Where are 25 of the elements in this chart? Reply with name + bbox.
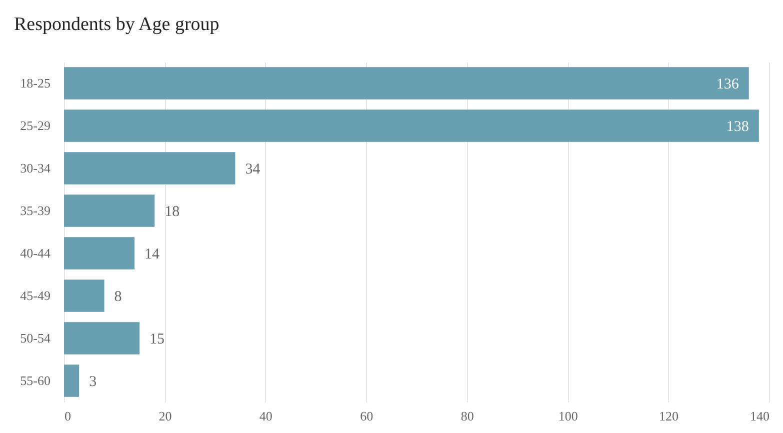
data-label: 138 (726, 118, 749, 135)
data-label: 136 (716, 76, 740, 92)
y-tick-label: 35-39 (20, 202, 50, 218)
x-tick-label: 80 (460, 408, 474, 424)
y-tick-label: 55-60 (20, 372, 50, 388)
data-label: 14 (144, 246, 160, 262)
chart-title: Respondents by Age group (14, 14, 220, 35)
x-tick-label: 60 (360, 408, 374, 424)
y-tick-label: 40-44 (20, 245, 51, 260)
y-tick-label: 25-29 (20, 118, 50, 133)
data-label: 18 (164, 204, 180, 220)
y-tick-label: 45-49 (20, 288, 50, 303)
x-tick-label: 120 (659, 408, 679, 424)
data-label: 8 (114, 288, 122, 305)
y-tick-label: 50-54 (20, 330, 51, 346)
x-tick-label: 0 (64, 408, 71, 424)
data-label: 15 (150, 331, 165, 348)
x-tick-label: 20 (158, 408, 172, 424)
x-tick-label: 140 (750, 408, 770, 424)
x-tick-label: 40 (259, 408, 272, 424)
y-tick-label: 18-25 (20, 75, 50, 90)
y-tick-label: 30-34 (20, 160, 51, 176)
data-label: 3 (89, 374, 97, 390)
data-label: 34 (245, 161, 261, 178)
x-tick-label: 100 (558, 408, 578, 424)
